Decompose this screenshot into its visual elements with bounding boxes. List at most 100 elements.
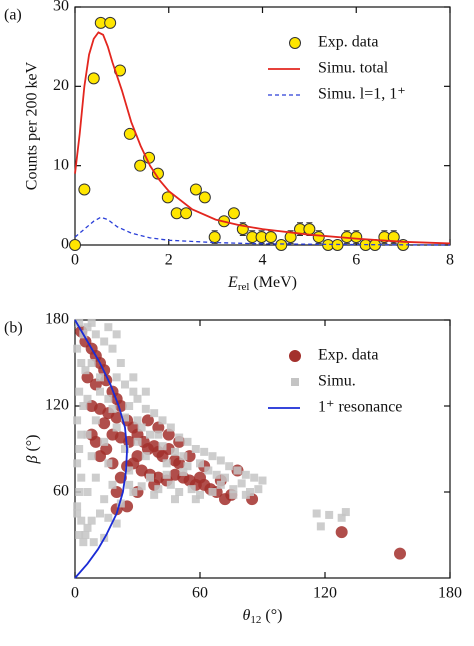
data-point <box>221 473 229 482</box>
data-point <box>69 239 81 251</box>
data-point <box>387 231 400 244</box>
data-point <box>154 430 163 439</box>
data-point <box>83 488 92 496</box>
data-point <box>83 323 92 332</box>
data-point <box>91 330 100 339</box>
data-point <box>212 470 221 479</box>
data-point <box>73 502 82 511</box>
x-tick-label: 0 <box>71 585 79 602</box>
data-point <box>208 452 217 461</box>
data-point <box>100 437 109 446</box>
data-point <box>233 466 242 475</box>
data-point <box>121 413 129 422</box>
data-point <box>166 480 175 489</box>
x-axis-label: θ12 (°) <box>243 607 283 626</box>
data-point <box>94 450 106 463</box>
data-point <box>104 513 113 522</box>
data-point <box>79 538 88 547</box>
data-point <box>158 416 167 425</box>
data-point <box>208 488 217 496</box>
data-point <box>216 480 225 489</box>
data-point <box>275 239 288 251</box>
data-point <box>77 359 86 367</box>
data-point <box>78 183 91 196</box>
data-point <box>150 490 159 499</box>
y-tick-label: 10 <box>53 156 69 173</box>
data-point <box>394 547 406 560</box>
x-axis-label: Erel (MeV) <box>227 274 297 293</box>
data-point <box>183 437 192 446</box>
data-point <box>237 479 246 488</box>
data-point <box>325 510 334 519</box>
data-point <box>104 394 113 403</box>
data-line <box>74 31 451 245</box>
data-point <box>204 466 213 475</box>
data-point <box>146 473 154 482</box>
data-point <box>241 470 250 479</box>
data-point <box>87 72 100 85</box>
data-point <box>141 404 150 413</box>
x-axis-label-sub: 12 <box>250 614 261 626</box>
data-point <box>81 366 90 375</box>
data-point <box>100 495 109 504</box>
x-tick-label: 180 <box>438 585 462 602</box>
data-point <box>100 337 109 346</box>
data-point <box>75 531 84 539</box>
data-point <box>189 183 202 196</box>
y-tick-label: 0 <box>61 236 69 253</box>
data-point <box>108 344 117 353</box>
data-point <box>229 485 238 494</box>
data-point <box>104 323 113 332</box>
data-point <box>187 485 196 494</box>
x-tick-label: 120 <box>313 585 337 602</box>
data-point <box>75 318 84 327</box>
data-point <box>229 490 238 499</box>
data-point <box>75 445 84 453</box>
data-line <box>74 216 451 246</box>
data-point <box>125 480 134 489</box>
data-point <box>264 231 277 244</box>
data-point <box>183 462 192 471</box>
panel-label: (b) <box>4 320 23 337</box>
y-axis-label-symbol: β <box>24 456 41 465</box>
y-axis-label-rest: (°) <box>24 434 41 455</box>
data-point <box>198 191 211 204</box>
x-axis-label-rest: (°) <box>261 607 282 624</box>
data-point <box>75 488 84 496</box>
data-point <box>141 387 150 396</box>
legend-marker <box>289 37 301 49</box>
data-point <box>246 488 254 496</box>
data-point <box>87 452 96 461</box>
data-point <box>200 447 209 456</box>
y-tick-label: 60 <box>53 483 69 500</box>
data-point <box>75 387 84 396</box>
data-point <box>129 387 138 396</box>
y-tick-label: 120 <box>45 397 69 414</box>
data-point <box>154 485 163 494</box>
data-point <box>137 482 146 491</box>
data-point <box>162 470 171 479</box>
data-point <box>73 509 82 518</box>
data-point <box>191 445 200 453</box>
data-point <box>179 452 188 461</box>
data-point <box>150 409 159 418</box>
plot-frame <box>74 319 451 579</box>
data-point <box>112 373 121 382</box>
data-point <box>166 423 175 432</box>
x-tick-label: 8 <box>446 252 454 269</box>
x-tick-label: 0 <box>71 252 79 269</box>
data-point <box>77 430 86 439</box>
data-point <box>121 380 129 389</box>
data-point <box>73 344 82 353</box>
data-point <box>175 488 184 496</box>
legend-label: Exp. data <box>318 347 378 364</box>
data-point <box>134 159 147 172</box>
data-point <box>208 231 221 244</box>
data-point <box>191 495 200 504</box>
data-point <box>337 513 346 522</box>
data-point <box>316 522 325 531</box>
data-point <box>137 423 146 432</box>
data-point <box>83 394 92 403</box>
data-point <box>87 318 96 327</box>
data-point <box>116 499 125 508</box>
